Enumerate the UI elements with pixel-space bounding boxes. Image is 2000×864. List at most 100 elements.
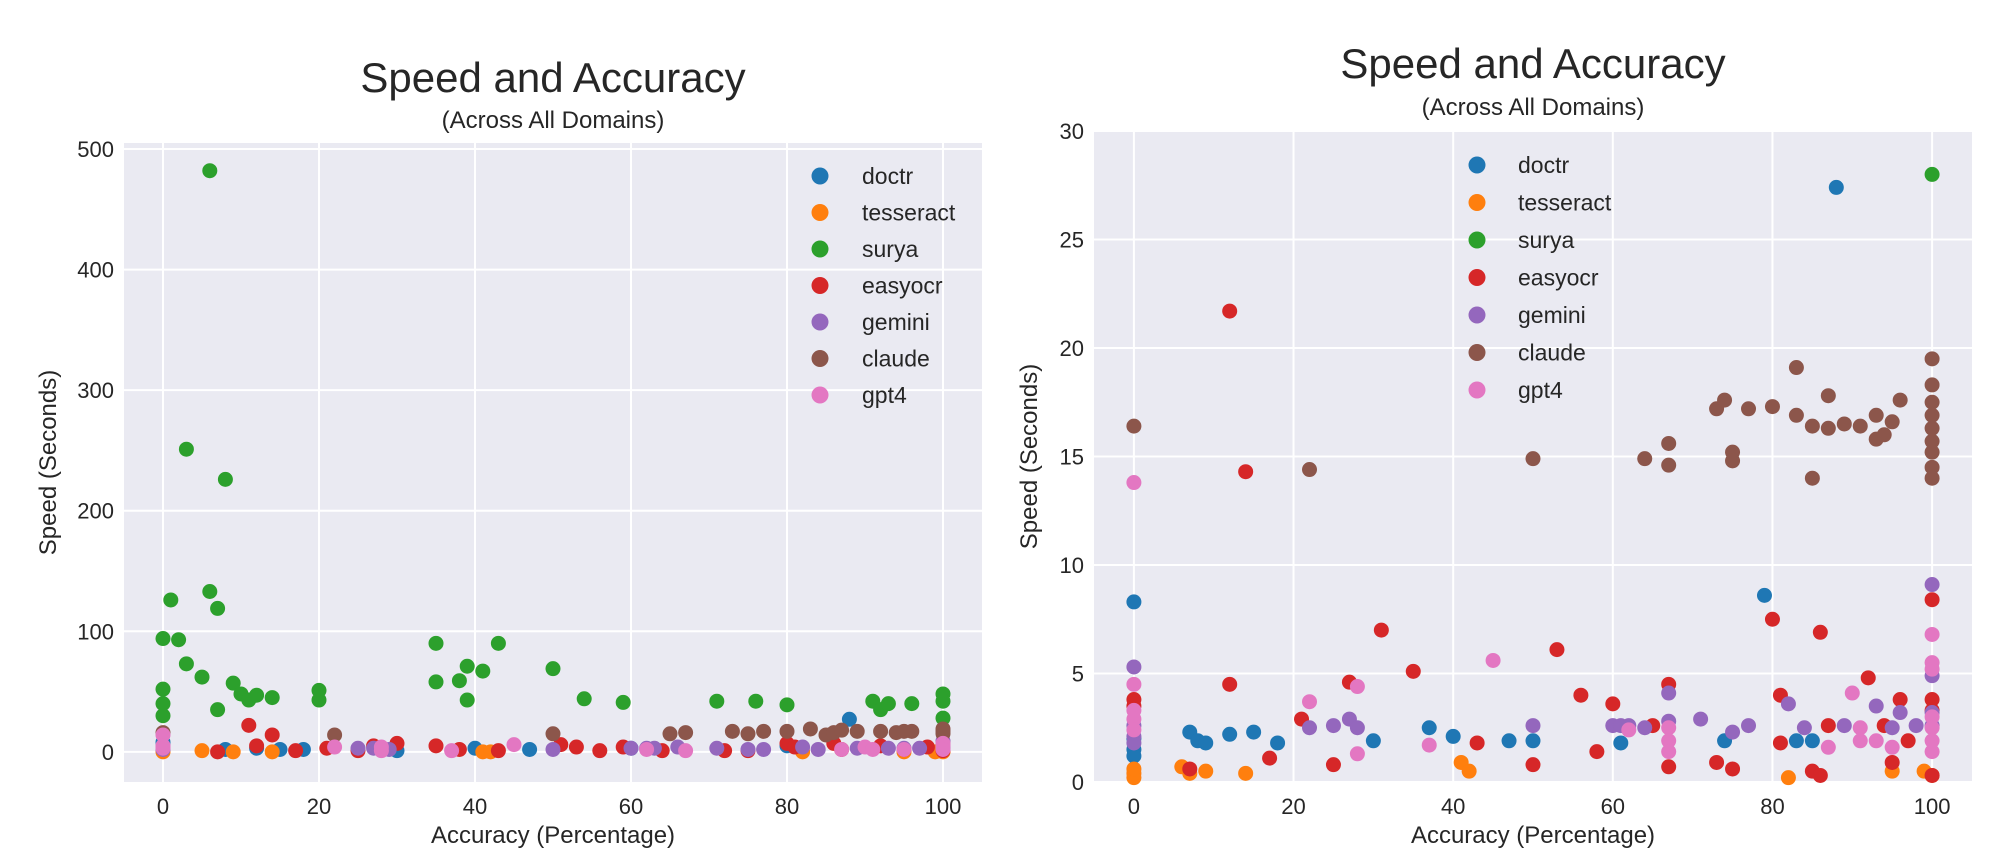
data-point-gpt4 [1924,720,1940,736]
chart-title: Speed and Accuracy [1340,40,1725,87]
data-point-claude [1924,433,1940,449]
data-point-easyocr [210,744,226,760]
data-point-gpt4 [1924,626,1940,642]
data-point-gemini [1892,705,1908,721]
data-point-claude [1717,392,1733,408]
data-point-gemini [810,741,826,757]
data-point-gemini [880,740,896,756]
data-point-easyocr [1661,759,1677,775]
data-point-easyocr [1469,735,1485,751]
x-axis-label: Accuracy (Percentage) [431,822,675,849]
legend-marker-tesseract [1468,194,1486,211]
chart-2: 0 20 40 60 80 100 0 5 10 15 20 25 30 Speed and Accura… [1016,40,1972,849]
y-tick-label: 500 [77,137,114,162]
legend-marker-gpt4 [811,386,829,404]
data-point-claude [935,723,951,739]
data-point-easyocr [1405,663,1421,679]
y-tick-label: 25 [1060,228,1084,253]
data-point-surya [155,708,171,724]
data-point-claude [1637,451,1653,467]
y-tick-label: 200 [77,499,114,524]
data-point-claude [1924,394,1940,410]
data-point-claude [1741,401,1757,417]
data-point-gpt4 [639,741,655,757]
data-point-tesseract [1461,763,1477,779]
data-point-gpt4 [373,743,389,759]
x-tick-label: 0 [1128,794,1140,819]
legend-marker-doctr [811,167,829,185]
data-point-easyocr [428,738,444,754]
data-point-easyocr [1892,692,1908,708]
data-point-easyocr [1772,735,1788,751]
data-point-surya [264,690,280,706]
chart-subtitle: (Across All Domains) [1422,94,1645,121]
data-point-gpt4 [1661,744,1677,760]
legend-marker-gpt4 [1468,381,1486,399]
data-point-gemini [1325,718,1341,734]
data-point-surya [935,693,951,709]
data-point-claude [1788,407,1804,423]
legend-marker-easyocr [1468,269,1486,286]
data-point-surya [459,658,475,674]
data-point-claude [662,726,678,742]
y-tick-label: 5 [1072,662,1084,687]
data-point-claude [1868,407,1884,423]
data-point-claude [1924,407,1940,423]
data-point-surya [779,697,795,713]
x-tick-label: 80 [1760,794,1784,819]
data-point-claude [1302,462,1318,478]
data-point-gpt4 [1844,685,1860,701]
data-point-claude [1525,451,1541,467]
data-point-surya [225,675,241,691]
data-point-surya [459,692,475,708]
data-point-tesseract [1198,763,1214,779]
data-point-easyocr [1924,592,1940,608]
legend-label-gpt4: gpt4 [862,382,907,408]
data-point-doctr [1198,735,1214,751]
data-point-tesseract [1238,765,1254,781]
data-point-gemini [1924,577,1940,593]
data-point-surya [155,631,171,647]
y-tick-label: 100 [77,619,114,644]
data-point-easyocr [1525,757,1541,773]
chart-1: 0 20 40 60 80 100 0 100 200 300 400 500 Speed and Ac… [35,54,982,849]
data-point-gemini [709,740,725,756]
data-point-surya [202,163,218,179]
data-point-gpt4 [1126,722,1142,738]
data-point-surya [171,632,187,648]
data-point-claude [1924,351,1940,367]
data-point-gemini [623,740,639,756]
data-point-claude [1924,459,1940,475]
x-tick-label: 20 [307,794,331,819]
data-point-claude [327,727,343,743]
data-point-gemini [1725,724,1741,740]
data-point-easyocr [1262,750,1278,766]
y-tick-label: 10 [1060,553,1084,578]
data-point-surya [178,441,194,457]
data-point-easyocr [241,717,257,733]
data-point-claude [1836,416,1852,432]
data-point-doctr [1126,594,1142,610]
data-point-claude [1924,444,1940,460]
legend: doctr tesseract surya easyocr gemini claude gp… [1468,152,1612,403]
x-tick-label: 40 [463,794,487,819]
data-point-gemini [1661,685,1677,701]
data-point-gemini [756,741,772,757]
data-point-surya [880,696,896,712]
data-point-doctr [1613,735,1629,751]
x-tick-label: 60 [619,794,643,819]
chart-title: Speed and Accuracy [360,54,745,101]
data-point-gpt4 [896,741,912,757]
legend-label-tesseract: tesseract [862,200,956,226]
data-point-gemini [350,740,366,756]
data-point-claude [1820,388,1836,404]
legend-label-doctr: doctr [862,163,913,189]
data-point-gemini [1796,720,1812,736]
x-tick-label: 100 [925,794,962,819]
data-point-easyocr [1325,757,1341,773]
data-point-surya [155,696,171,712]
data-point-surya [748,693,764,709]
legend-marker-surya [1468,231,1486,249]
